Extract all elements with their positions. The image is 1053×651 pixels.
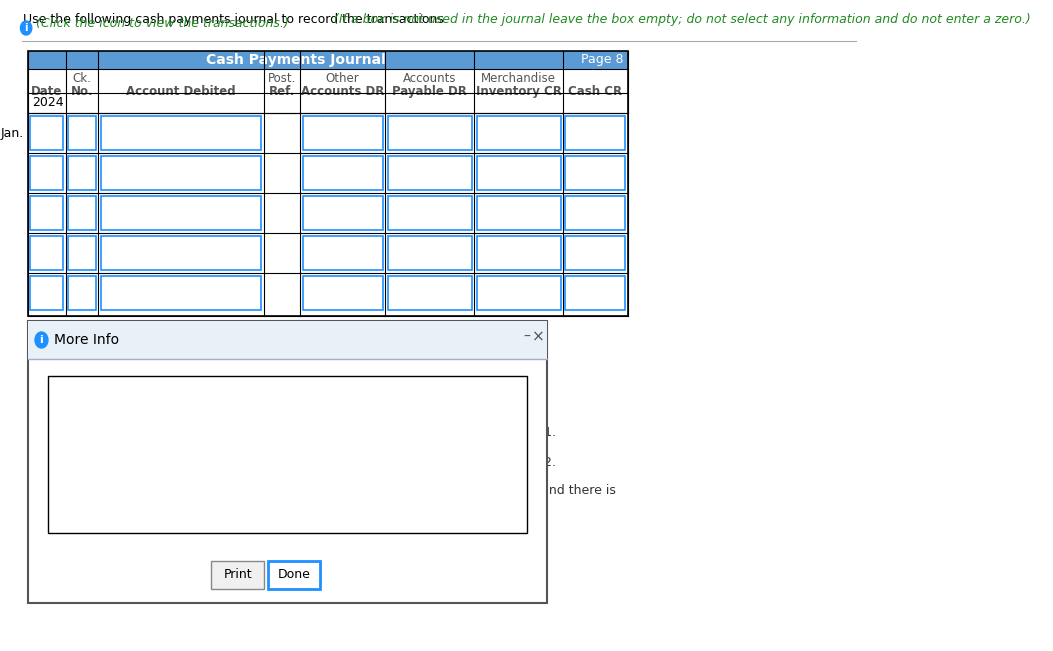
Text: Issued check no. 430 to purchase equipment for cash, $1,500.: Issued check no. 430 to purchase equipme…	[100, 396, 493, 409]
Text: Paid Knell Co. amount owed, $975, less $80 discount. Issued check no. 432.: Paid Knell Co. amount owed, $975, less $…	[100, 454, 556, 469]
Text: i: i	[24, 23, 27, 33]
Text: ×: ×	[533, 329, 545, 344]
Bar	[100, 196, 261, 230]
Text: Ck.: Ck.	[73, 72, 92, 85]
Bar	[27, 321, 547, 359]
Bar	[388, 116, 472, 150]
Bar	[100, 156, 261, 190]
Bar	[302, 156, 382, 190]
Text: Account Debited: Account Debited	[126, 85, 236, 98]
Bar	[27, 51, 628, 69]
Text: Merchandise: Merchandise	[481, 72, 556, 85]
Bar	[27, 321, 547, 603]
Text: Done: Done	[278, 568, 311, 581]
Text: Jan. 18: Jan. 18	[55, 454, 103, 467]
Bar	[477, 236, 560, 270]
Text: No.: No.	[71, 85, 94, 98]
Bar	[388, 236, 472, 270]
Bar	[565, 276, 625, 310]
Bar	[302, 276, 382, 310]
Text: Accounts DR: Accounts DR	[301, 85, 384, 98]
Text: Jan.: Jan.	[0, 126, 23, 139]
Bar	[68, 116, 96, 150]
Text: (Click the icon to view the transactions.): (Click the icon to view the transactions…	[36, 18, 289, 31]
Bar	[100, 236, 261, 270]
Bar	[27, 51, 628, 316]
Text: (If a box is not used in the journal leave the box empty; do not select any info: (If a box is not used in the journal lea…	[334, 13, 1031, 26]
Bar	[477, 276, 560, 310]
Text: 2024: 2024	[32, 96, 63, 109]
Bar	[388, 156, 472, 190]
Bar	[31, 236, 63, 270]
Bar	[31, 276, 63, 310]
Bar	[565, 156, 625, 190]
Bar	[388, 196, 472, 230]
Bar	[302, 196, 382, 230]
Circle shape	[20, 21, 32, 35]
Bar	[68, 236, 96, 270]
Text: Inventory CR: Inventory CR	[476, 85, 561, 98]
Text: More Info: More Info	[54, 333, 119, 347]
Text: Date: Date	[31, 85, 62, 98]
Circle shape	[35, 332, 48, 348]
Bar	[267, 561, 320, 589]
Bar	[68, 276, 96, 310]
Bar	[100, 276, 261, 310]
Text: Ref.: Ref.	[269, 85, 295, 98]
Bar	[302, 116, 382, 150]
Bar	[477, 156, 560, 190]
Text: i: i	[40, 335, 43, 345]
Bar	[68, 156, 96, 190]
Bar	[477, 196, 560, 230]
Text: Jan. 7: Jan. 7	[55, 426, 95, 439]
Text: Print: Print	[223, 568, 253, 581]
Text: Use the following cash payments journal to record the transactions.: Use the following cash payments journal …	[23, 13, 448, 26]
Text: Jan. 28: Jan. 28	[55, 484, 103, 497]
Bar	[565, 116, 625, 150]
Text: Jan. 5: Jan. 5	[55, 396, 95, 409]
Bar	[31, 156, 63, 190]
Text: Page 8: Page 8	[581, 53, 623, 66]
Text: Purchased merchandise inventory for cash, $400, issuing check no. 431.: Purchased merchandise inventory for cash…	[100, 426, 556, 439]
Bar	[565, 196, 625, 230]
Bar	[565, 236, 625, 270]
Bar	[212, 561, 264, 589]
Text: Payable DR: Payable DR	[392, 85, 468, 98]
Text: Post.: Post.	[267, 72, 296, 85]
Text: Cash CR: Cash CR	[569, 85, 622, 98]
Bar	[477, 116, 560, 150]
Bar	[31, 196, 63, 230]
Bar	[388, 276, 472, 310]
Bar	[100, 116, 261, 150]
Text: Cash Payments Journal: Cash Payments Journal	[205, 53, 385, 67]
Text: –: –	[523, 330, 530, 344]
Bar	[31, 116, 63, 150]
Bar	[302, 236, 382, 270]
Bar	[48, 376, 526, 533]
Bar	[68, 196, 96, 230]
Text: Issued check no. 433 to pay utilities, $220. The bill was just received, and the: Issued check no. 433 to pay utilities, $…	[100, 484, 615, 512]
Text: Other: Other	[325, 72, 359, 85]
Text: Accounts: Accounts	[403, 72, 456, 85]
